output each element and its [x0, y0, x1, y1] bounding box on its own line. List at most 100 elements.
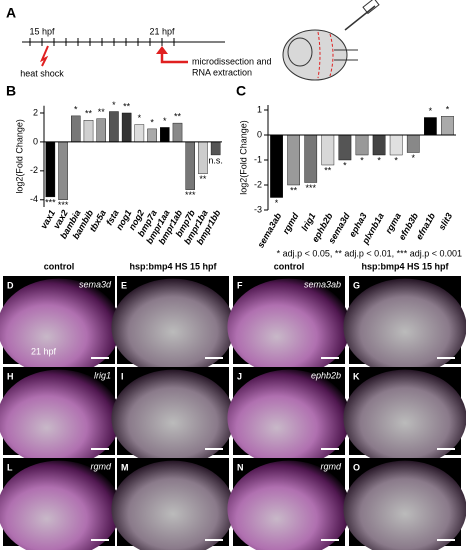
panel-letter: N — [237, 462, 244, 472]
panel-letter: K — [353, 371, 360, 381]
significance-label: * — [343, 160, 347, 170]
significance-label: ** — [123, 101, 131, 111]
panel-letter: L — [7, 462, 13, 472]
time-label: 15 hpf — [29, 26, 55, 36]
y-tick-label: 0 — [33, 136, 38, 146]
gene-label: sema3ab — [304, 279, 341, 289]
panel-letter: H — [7, 371, 14, 381]
bar — [121, 112, 132, 143]
significance-label: n.s. — [208, 155, 223, 165]
bar — [338, 134, 352, 161]
tissue — [227, 369, 351, 467]
panel-letter: C — [236, 83, 246, 99]
bar — [372, 134, 386, 156]
panel-letter: O — [353, 462, 360, 472]
bar — [134, 124, 145, 143]
gene-label: ephb2b — [311, 370, 341, 380]
significance-label: * — [74, 104, 78, 114]
significance-label: * — [429, 106, 433, 116]
significance-label: ** — [98, 107, 106, 117]
y-tick-label: 0 — [257, 129, 262, 139]
stage-label: 21 hpf — [31, 346, 57, 356]
bar — [71, 115, 81, 143]
tissue — [343, 369, 466, 467]
panel-letter: G — [353, 280, 360, 290]
footnote: * adj.p < 0.05, ** adj.p < 0.01, *** adj… — [277, 248, 462, 258]
tissue — [343, 278, 466, 376]
panel-letter: M — [121, 462, 129, 472]
significance-label: * — [412, 153, 416, 163]
micrograph: E — [111, 276, 235, 376]
y-tick-label: -3 — [254, 204, 262, 214]
timeline-ticks — [29, 38, 175, 46]
y-tick-label: -2 — [30, 165, 38, 175]
event-label: microdissection and — [192, 56, 272, 66]
panel-letter: D — [7, 280, 14, 290]
significance-label: * — [446, 105, 450, 115]
column-header: control — [274, 261, 305, 271]
micrograph: K — [343, 367, 466, 467]
panel-letter: E — [121, 280, 127, 290]
column-header: hsp:bmp4 HS 15 hpf — [361, 261, 449, 271]
significance-label: ** — [324, 165, 332, 175]
y-tick-label: 1 — [257, 104, 262, 114]
bar — [304, 134, 318, 183]
tissue — [111, 369, 235, 467]
event-label: heat shock — [20, 68, 64, 78]
panel-letter: A — [6, 5, 16, 21]
panel-letter: J — [237, 371, 242, 381]
tissue — [227, 460, 351, 550]
time-label: 21 hpf — [149, 26, 175, 36]
bar — [45, 141, 56, 198]
micrograph: I — [111, 367, 235, 467]
panel-letter: F — [237, 280, 243, 290]
bar — [96, 118, 106, 143]
tissue — [0, 369, 121, 467]
x-tick-label: rgmd — [281, 211, 301, 236]
y-tick-label: -2 — [254, 179, 262, 189]
significance-label: ** — [174, 111, 182, 121]
gene-label: sema3d — [79, 279, 112, 289]
bar — [198, 141, 208, 174]
y-axis-title: log2(Fold Change) — [14, 119, 24, 194]
significance-label: * — [275, 198, 279, 208]
gene-label: rgmd — [90, 461, 111, 471]
column-header: control — [44, 261, 75, 271]
bar — [210, 141, 221, 156]
significance-label: * — [163, 116, 167, 126]
panel-letter: B — [6, 83, 16, 99]
y-tick-label: -1 — [254, 154, 262, 164]
bar — [172, 122, 183, 143]
tissue — [111, 460, 235, 550]
bar — [424, 117, 437, 136]
gene-label: lrig1 — [94, 370, 111, 380]
y-tick-label: -4 — [30, 194, 38, 204]
micrograph: M — [111, 458, 235, 550]
bar — [160, 127, 170, 143]
significance-label: * — [377, 155, 381, 165]
significance-label: *** — [185, 190, 196, 200]
significance-label: * — [112, 100, 116, 110]
significance-label: ** — [290, 185, 298, 195]
tissue — [0, 278, 121, 376]
tissue — [0, 460, 121, 550]
embryo-drawing — [282, 0, 380, 81]
bar — [147, 128, 157, 143]
tissue — [227, 278, 351, 376]
arrow-head — [156, 46, 168, 54]
bar — [321, 134, 335, 166]
bar — [109, 111, 119, 143]
heat-shock-arrow — [40, 45, 49, 67]
gene-label: rgmd — [320, 461, 341, 471]
column-header: hsp:bmp4 HS 15 hpf — [129, 261, 217, 271]
significance-label: *** — [305, 183, 316, 193]
bar — [441, 116, 454, 136]
significance-label: * — [150, 117, 154, 127]
